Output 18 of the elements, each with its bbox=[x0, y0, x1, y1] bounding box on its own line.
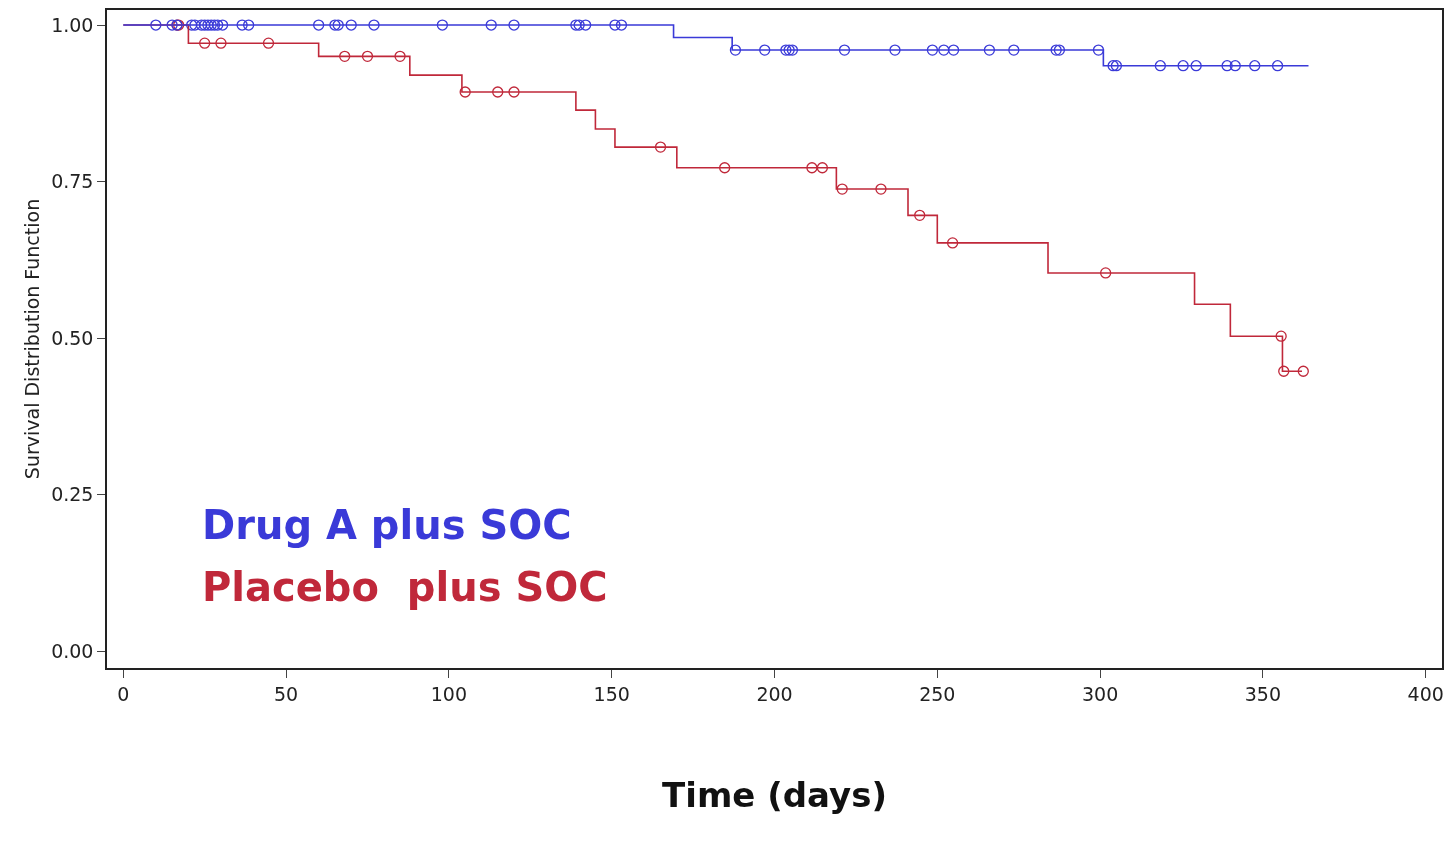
x-tick-label: 0 bbox=[117, 682, 130, 705]
x-axis-title: Time (days) bbox=[662, 775, 887, 816]
y-tick-label: 0.75 bbox=[51, 170, 94, 193]
x-tick-label: 300 bbox=[1081, 682, 1119, 705]
x-tick-label: 100 bbox=[430, 682, 468, 705]
y-tick-label: 0.00 bbox=[51, 639, 94, 662]
y-axis-title: Survival Distribution Function bbox=[21, 198, 44, 480]
y-tick-label: 0.50 bbox=[51, 326, 94, 349]
y-tick-label: 0.25 bbox=[51, 483, 94, 506]
x-tick-label: 400 bbox=[1407, 682, 1444, 705]
x-tick-label: 200 bbox=[756, 682, 793, 705]
x-tick-label: 50 bbox=[274, 682, 299, 705]
x-tick-label: 150 bbox=[593, 682, 630, 705]
text: Placebo plus SOC bbox=[202, 564, 608, 610]
x-tick-label: 350 bbox=[1244, 682, 1282, 705]
y-tick-label: 1.00 bbox=[51, 13, 94, 36]
text: Drug A plus SOC bbox=[202, 502, 572, 548]
x-tick-label: 250 bbox=[919, 682, 956, 705]
